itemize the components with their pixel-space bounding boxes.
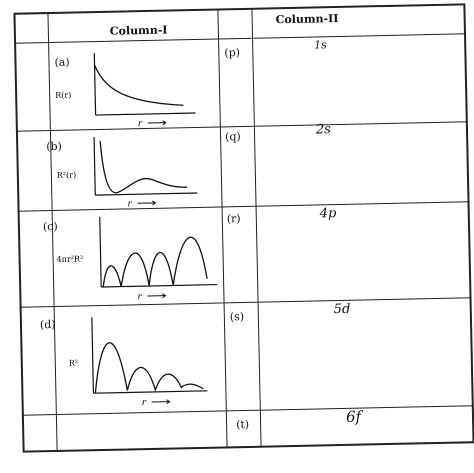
graph-d-probability-density: R² r [69,317,208,408]
answer-4p: 4p [319,206,337,222]
row-q-label: (q) [224,130,241,144]
graph-b-x-label: r [127,199,132,209]
matching-table: Column-I Column-II (a) (b) (c) (d) (p) (… [13,3,474,453]
answer-2s: 2s [315,122,332,138]
answer-5d: 5d [333,301,351,318]
graph-d-x-label: r [142,398,147,408]
answer-1s: 1s [314,38,327,52]
graph-a-x-label: r [138,119,143,129]
graph-c-x-label: r [137,292,142,302]
graph-c-y-label: 4πr²R² [57,254,84,264]
column-1-header: Column-I [109,23,168,38]
graph-c-y-axis [99,217,102,288]
graph-d-x-axis [93,390,208,394]
row-t-label: (t) [235,417,250,432]
row-s-label: (s) [229,310,245,324]
graph-a-y-label: R(r) [55,91,71,100]
row-r-label: (r) [226,212,241,226]
graph-a-curve [93,64,184,106]
row-d-label: (d) [39,317,56,332]
row-p-label: (p) [224,46,241,60]
column-2-header: Column-II [275,11,339,27]
graph-c-radial-distribution: 4πr²R² r [57,217,218,302]
graph-b-curve [99,140,188,194]
graph-b-y-label: R²(r) [57,171,76,180]
graph-b-y-axis [93,137,96,196]
graph-b-x-axis [95,192,198,196]
graph-c-x-axis [101,283,218,288]
graph-a-y-axis [93,53,97,116]
graph-a-radial-function: R(r) r [55,53,196,129]
answer-6f: 6f [345,407,362,426]
graph-a-x-axis [95,112,196,116]
graph-d-y-label: R² [69,359,78,368]
graph-c-curve [102,236,208,288]
graph-d-y-axis [91,317,95,394]
graph-b-radial-probability: R²(r) r [57,137,198,209]
graph-d-curve [94,342,204,394]
